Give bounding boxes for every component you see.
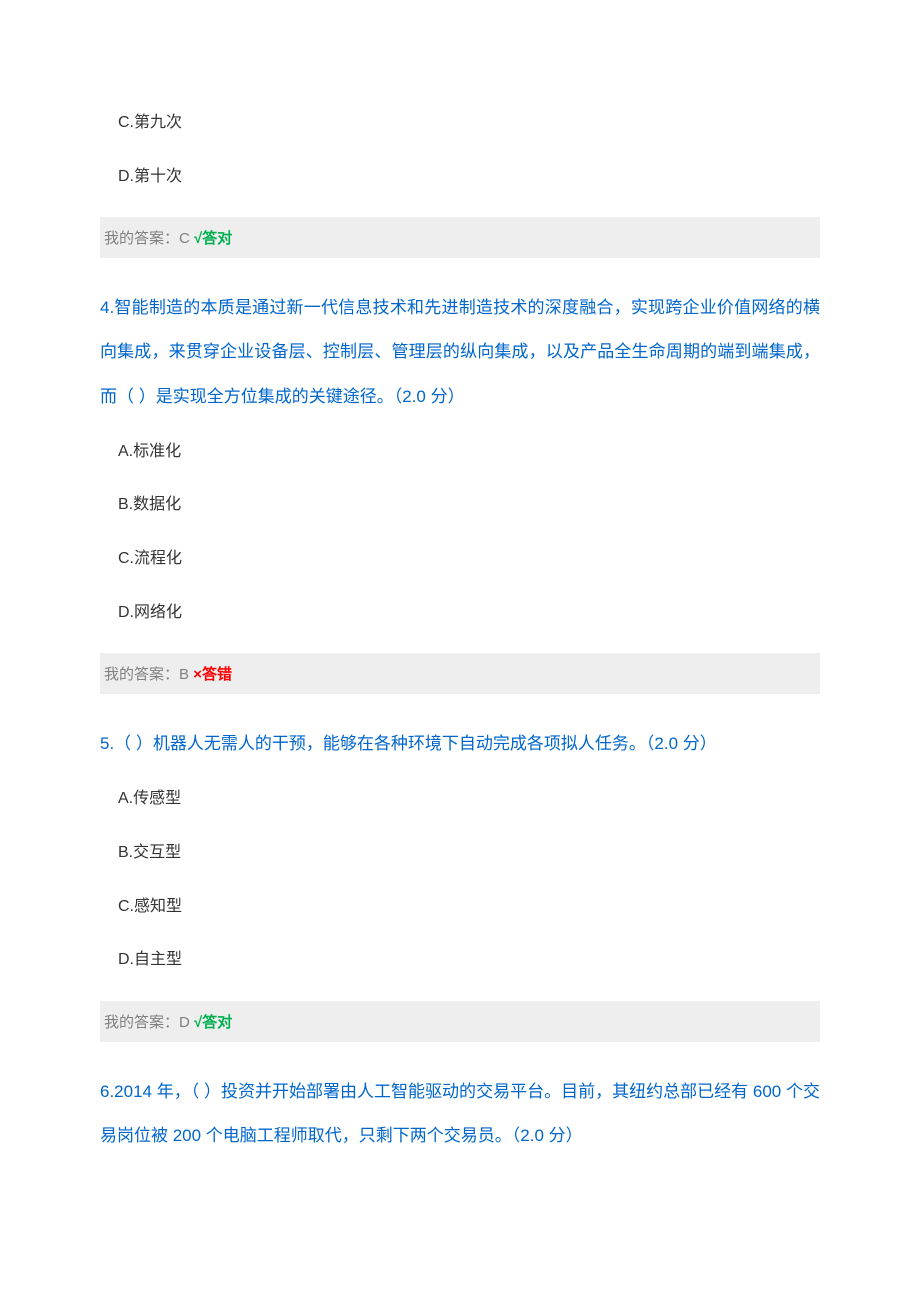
q5-answer-bar: 我的答案：D √答对 (100, 1001, 820, 1042)
q3-option-c[interactable]: C.第九次 (118, 110, 820, 136)
q3-answer-bar: 我的答案：C √答对 (100, 217, 820, 258)
q3-answer-mark: √答对 (194, 230, 232, 247)
q4-option-b[interactable]: B.数据化 (118, 492, 820, 518)
quiz-content: C.第九次 D.第十次 我的答案：C √答对 4.智能制造的本质是通过新一代信息… (0, 0, 920, 1238)
q6-question-text: 6.2014 年，（ ）投资并开始部署由人工智能驱动的交易平台。目前，其纽约总部… (100, 1070, 820, 1158)
q3-answer-prefix: 我的答案：C (104, 230, 194, 247)
q5-option-c[interactable]: C.感知型 (118, 894, 820, 920)
q4-option-d[interactable]: D.网络化 (118, 600, 820, 626)
q5-answer-mark: √答对 (194, 1014, 232, 1031)
q5-option-a[interactable]: A.传感型 (118, 786, 820, 812)
q4-option-c[interactable]: C.流程化 (118, 546, 820, 572)
q4-answer-mark: ×答错 (193, 666, 232, 683)
q4-answer-bar: 我的答案：B ×答错 (100, 653, 820, 694)
q5-question-text: 5.（ ）机器人无需人的干预，能够在各种环境下自动完成各项拟人任务。（2.0 分… (100, 722, 820, 766)
q5-option-d[interactable]: D.自主型 (118, 947, 820, 973)
q4-question-text: 4.智能制造的本质是通过新一代信息技术和先进制造技术的深度融合，实现跨企业价值网… (100, 286, 820, 419)
q5-answer-prefix: 我的答案：D (104, 1014, 194, 1031)
q3-option-d[interactable]: D.第十次 (118, 164, 820, 190)
q5-option-b[interactable]: B.交互型 (118, 840, 820, 866)
q4-option-a[interactable]: A.标准化 (118, 439, 820, 465)
q4-answer-prefix: 我的答案：B (104, 666, 193, 683)
